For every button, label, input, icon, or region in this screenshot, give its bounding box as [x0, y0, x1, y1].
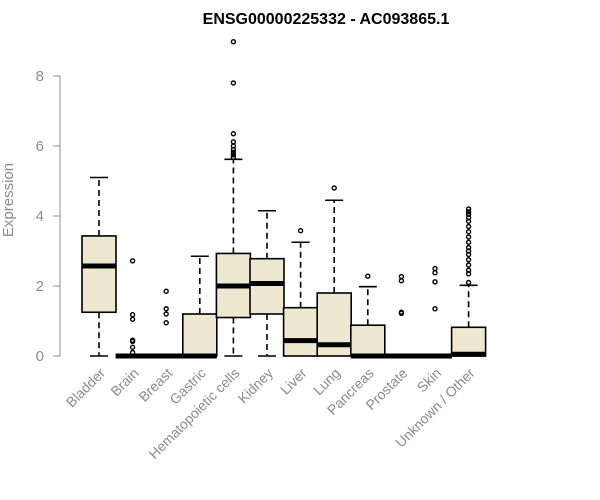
box-8 [349, 273, 386, 359]
box-6 [282, 227, 319, 357]
y-tick-label-2: 4 [36, 208, 44, 225]
y-tick-label-3: 6 [36, 138, 44, 155]
outlier-point [129, 312, 136, 318]
outlier-point [230, 149, 237, 156]
box-body [182, 313, 218, 357]
y-axis-label: Expression [0, 163, 17, 237]
box-9 [384, 273, 419, 359]
outlier-point [465, 257, 472, 263]
outlier-point [465, 262, 472, 268]
outlier-point [398, 309, 405, 315]
outlier-point [129, 316, 136, 322]
outlier-point [365, 273, 371, 279]
outlier-point [465, 279, 472, 286]
outlier-point [465, 234, 472, 240]
outlier-point [230, 139, 237, 145]
outlier-point [163, 311, 169, 317]
outlier-point [331, 185, 337, 191]
x-tick-label-6: Liver [277, 365, 310, 398]
outlier-point [297, 227, 304, 234]
box-series [81, 39, 487, 359]
box-body [249, 257, 285, 315]
outlier-point [465, 239, 472, 245]
box-1 [115, 258, 150, 359]
outlier-point [230, 152, 237, 158]
box-body [81, 235, 117, 314]
outlier-point [230, 131, 237, 137]
outlier-point [230, 39, 237, 45]
outlier-point [129, 349, 136, 356]
y-tick-label-4: 8 [36, 68, 44, 85]
outlier-point [465, 229, 472, 235]
y-tick-label-0: 0 [36, 348, 44, 365]
outlier-point [465, 267, 472, 273]
chart-title: ENSG00000225332 - AC093865.1 [203, 11, 450, 28]
outlier-point [163, 320, 169, 326]
box-body [450, 326, 487, 357]
x-tick-label-5: Kidney [235, 365, 277, 407]
box-0 [81, 176, 117, 357]
box-7 [316, 185, 353, 357]
box-3 [182, 255, 218, 359]
outlier-point [129, 258, 136, 264]
outlier-point [432, 270, 438, 276]
box-5 [249, 209, 285, 357]
outlier-point [230, 143, 237, 149]
outlier-point [465, 206, 472, 212]
box-2 [149, 288, 184, 359]
outlier-point [163, 306, 169, 312]
outlier-point [465, 209, 472, 215]
outlier-point [465, 211, 472, 217]
x-tick-label-0: Bladder [63, 365, 109, 411]
outlier-point [129, 344, 136, 350]
box-4 [215, 39, 252, 357]
outlier-point [432, 306, 438, 312]
box-body [282, 306, 319, 357]
outlier-point [230, 80, 237, 86]
y-axis: 0 2 4 6 8 [36, 68, 61, 365]
box-10 [418, 265, 452, 359]
outlier-point [398, 278, 405, 284]
outlier-point [432, 279, 438, 285]
box-body [349, 324, 386, 357]
outlier-point [432, 265, 438, 272]
outlier-point [398, 273, 405, 280]
outlier-point [465, 223, 472, 230]
outlier-point [129, 337, 136, 343]
outlier-point [230, 154, 237, 160]
y-tick-label-1: 2 [36, 278, 44, 295]
outlier-point [465, 244, 472, 251]
outlier-point [163, 288, 169, 294]
box-11 [450, 206, 487, 357]
